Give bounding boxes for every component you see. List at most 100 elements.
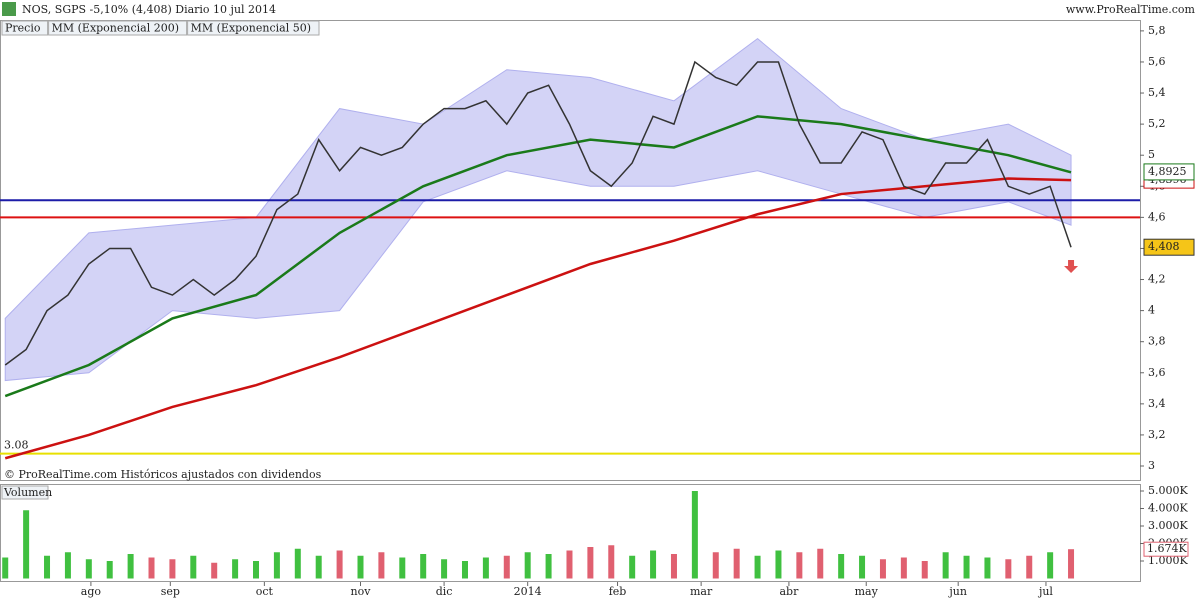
volume-bar [733, 548, 740, 579]
volume-bar [232, 559, 239, 579]
y-tick-label: 4,6 [1148, 210, 1166, 223]
volume-bar [357, 555, 364, 579]
volume-title: Volumen [3, 486, 52, 499]
volume-bar [2, 557, 9, 579]
volume-bar [817, 548, 824, 579]
y-tick-label: 4,2 [1148, 273, 1166, 286]
volume-bar [44, 555, 51, 579]
end-label: 4,8925 [1148, 165, 1187, 178]
x-tick-label: dic [436, 585, 453, 598]
line [4, 177, 1072, 460]
volume-bar [921, 561, 928, 579]
y-tick-label: 5,8 [1148, 24, 1166, 37]
volume-bar [1068, 549, 1075, 579]
y-tick-label: 5 [1148, 148, 1155, 161]
volume-bar [650, 550, 657, 579]
x-tick-label: oct [256, 585, 274, 598]
footer: © ProRealTime.com Históricos ajustados c… [4, 468, 322, 481]
y-tick-label: 3 [1148, 459, 1155, 472]
volume-bar [294, 548, 301, 579]
x-tick-label: jun [947, 585, 967, 598]
site: www.ProRealTime.com [1066, 3, 1196, 16]
volume-bar [148, 557, 155, 579]
end-label: 4,408 [1148, 240, 1180, 253]
volume-bar [775, 550, 782, 579]
y-tick-label: 4.000K [1148, 502, 1188, 515]
volume-bar [441, 559, 448, 579]
volume-bar [859, 555, 866, 579]
hline-label: 3.08 [4, 439, 29, 452]
volume-bar [754, 555, 761, 579]
y-tick-label: 3,8 [1148, 335, 1166, 348]
volume-bar [942, 552, 949, 579]
volume-bar [587, 547, 594, 579]
y-tick-label: 3,6 [1148, 366, 1166, 379]
volume-bar [545, 554, 552, 579]
legend-item: MM (Exponencial 50) [191, 22, 311, 35]
volume-bar [23, 510, 30, 579]
volume-bar [984, 557, 991, 579]
chart-title: NOS, SGPS -5,10% (4,408) Diario 10 jul 2… [22, 3, 276, 16]
legend-item: Precio [5, 22, 41, 35]
bollinger-band [4, 38, 1072, 382]
volume-bar [963, 555, 970, 579]
volume-bar [629, 555, 636, 579]
volume-bar [273, 552, 280, 579]
volume-bar [420, 554, 427, 579]
volume-bar [211, 562, 218, 579]
line [4, 115, 1072, 398]
volume-bar [253, 561, 260, 579]
volume-bar [482, 557, 489, 579]
volume-bar [900, 557, 907, 579]
volume-bar [461, 561, 468, 579]
y-tick-label: 5.000K [1148, 484, 1188, 497]
price-panel [0, 20, 1141, 481]
end-label: 1.674K [1147, 542, 1187, 555]
legend-box [48, 20, 188, 36]
x-tick-label: jul [1037, 585, 1053, 598]
volume-bar [378, 552, 385, 579]
x-tick-label: feb [609, 585, 627, 598]
volume-bar [1026, 555, 1033, 579]
volume-bar [127, 554, 134, 579]
y-tick-label: 3.000K [1148, 519, 1188, 532]
volume-bar [838, 554, 845, 579]
y-tick-label: 1.000K [1148, 554, 1188, 567]
end-label-box [1143, 541, 1189, 557]
x-tick-label: may [855, 585, 879, 598]
x-tick-label: 2014 [514, 585, 542, 598]
volume-bar [796, 552, 803, 579]
legend-box [187, 20, 320, 36]
x-tick-label: sep [161, 585, 180, 598]
volume-bar [106, 561, 113, 579]
volume-bar [190, 555, 197, 579]
y-tick-label: 5,6 [1148, 55, 1166, 68]
y-tick-label: 5,4 [1148, 86, 1166, 99]
volume-bar [608, 545, 615, 579]
y-tick-label: 3,4 [1148, 397, 1166, 410]
y-tick-label: 4 [1148, 304, 1155, 317]
down-arrow [1064, 260, 1079, 273]
y-tick-label: 5,2 [1148, 117, 1166, 130]
line [4, 60, 1072, 366]
legend-item: MM (Exponencial 200) [52, 22, 179, 35]
x-tick-label: mar [690, 585, 713, 598]
volume-bar [691, 491, 698, 579]
volume-bar [670, 554, 677, 579]
volume-bar [336, 550, 343, 579]
volume-bar [399, 557, 406, 579]
volume-bar [1005, 559, 1012, 579]
end-label-box [1143, 238, 1195, 256]
end-label-box [1143, 163, 1195, 181]
logo [2, 2, 16, 16]
y-tick-label: 3,2 [1148, 428, 1166, 441]
volume-bar [566, 550, 573, 579]
volume-bar [169, 559, 176, 579]
x-tick-label: nov [351, 585, 372, 598]
volume-bar [85, 559, 92, 579]
volume-panel [0, 484, 1141, 582]
volume-bar [879, 559, 886, 579]
volume-bar [64, 552, 71, 579]
